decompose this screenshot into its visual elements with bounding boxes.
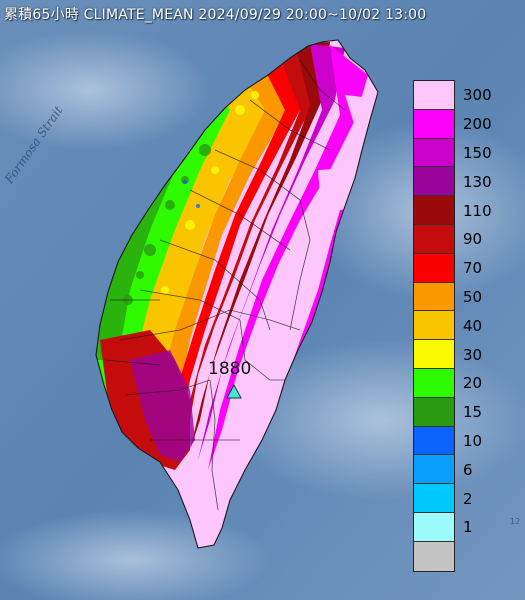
legend-swatch (414, 253, 454, 283)
legend-label: 30 (463, 345, 483, 364)
legend-label: 50 (463, 288, 483, 306)
legend-label: 6 (463, 460, 473, 479)
legend-label: 130 (463, 172, 492, 191)
legend-swatch (414, 196, 454, 225)
legend-swatch (414, 138, 454, 168)
legend-label: 150 (463, 144, 492, 162)
cloud-band (0, 30, 210, 150)
legend-swatch (414, 455, 454, 485)
corner-note: 12 (510, 517, 521, 526)
legend-label: 10 (463, 432, 483, 450)
legend-swatch (414, 397, 454, 427)
max-station-value: 1880 (208, 359, 252, 379)
legend-label: 70 (463, 259, 483, 278)
legend-label: 1 (463, 518, 473, 537)
legend-swatch (414, 224, 454, 254)
legend-swatch (414, 311, 454, 341)
legend-swatch (414, 167, 454, 197)
legend-swatch (414, 484, 454, 513)
legend-swatch (414, 541, 454, 571)
legend-label: 300 (463, 86, 492, 105)
taiwan-coastline (95, 39, 379, 549)
legend-label: 20 (463, 374, 483, 393)
legend-swatch (414, 81, 454, 110)
legend-swatch (414, 282, 454, 312)
color-legend (413, 80, 455, 572)
legend-swatch (414, 368, 454, 398)
legend-label: 40 (463, 316, 483, 335)
map-title: 累積65小時 CLIMATE_MEAN 2024/09/29 20:00~10/… (4, 7, 427, 23)
legend-swatch (414, 340, 454, 369)
legend-label: 2 (463, 489, 473, 508)
legend-label: 200 (463, 115, 492, 134)
legend-swatch (414, 109, 454, 139)
triangle-icon[interactable] (226, 383, 242, 399)
legend-label: 110 (463, 201, 492, 220)
legend-swatch (414, 426, 454, 456)
legend-label: 15 (463, 403, 483, 422)
legend-swatch (414, 512, 454, 542)
legend-label: 90 (463, 230, 483, 249)
